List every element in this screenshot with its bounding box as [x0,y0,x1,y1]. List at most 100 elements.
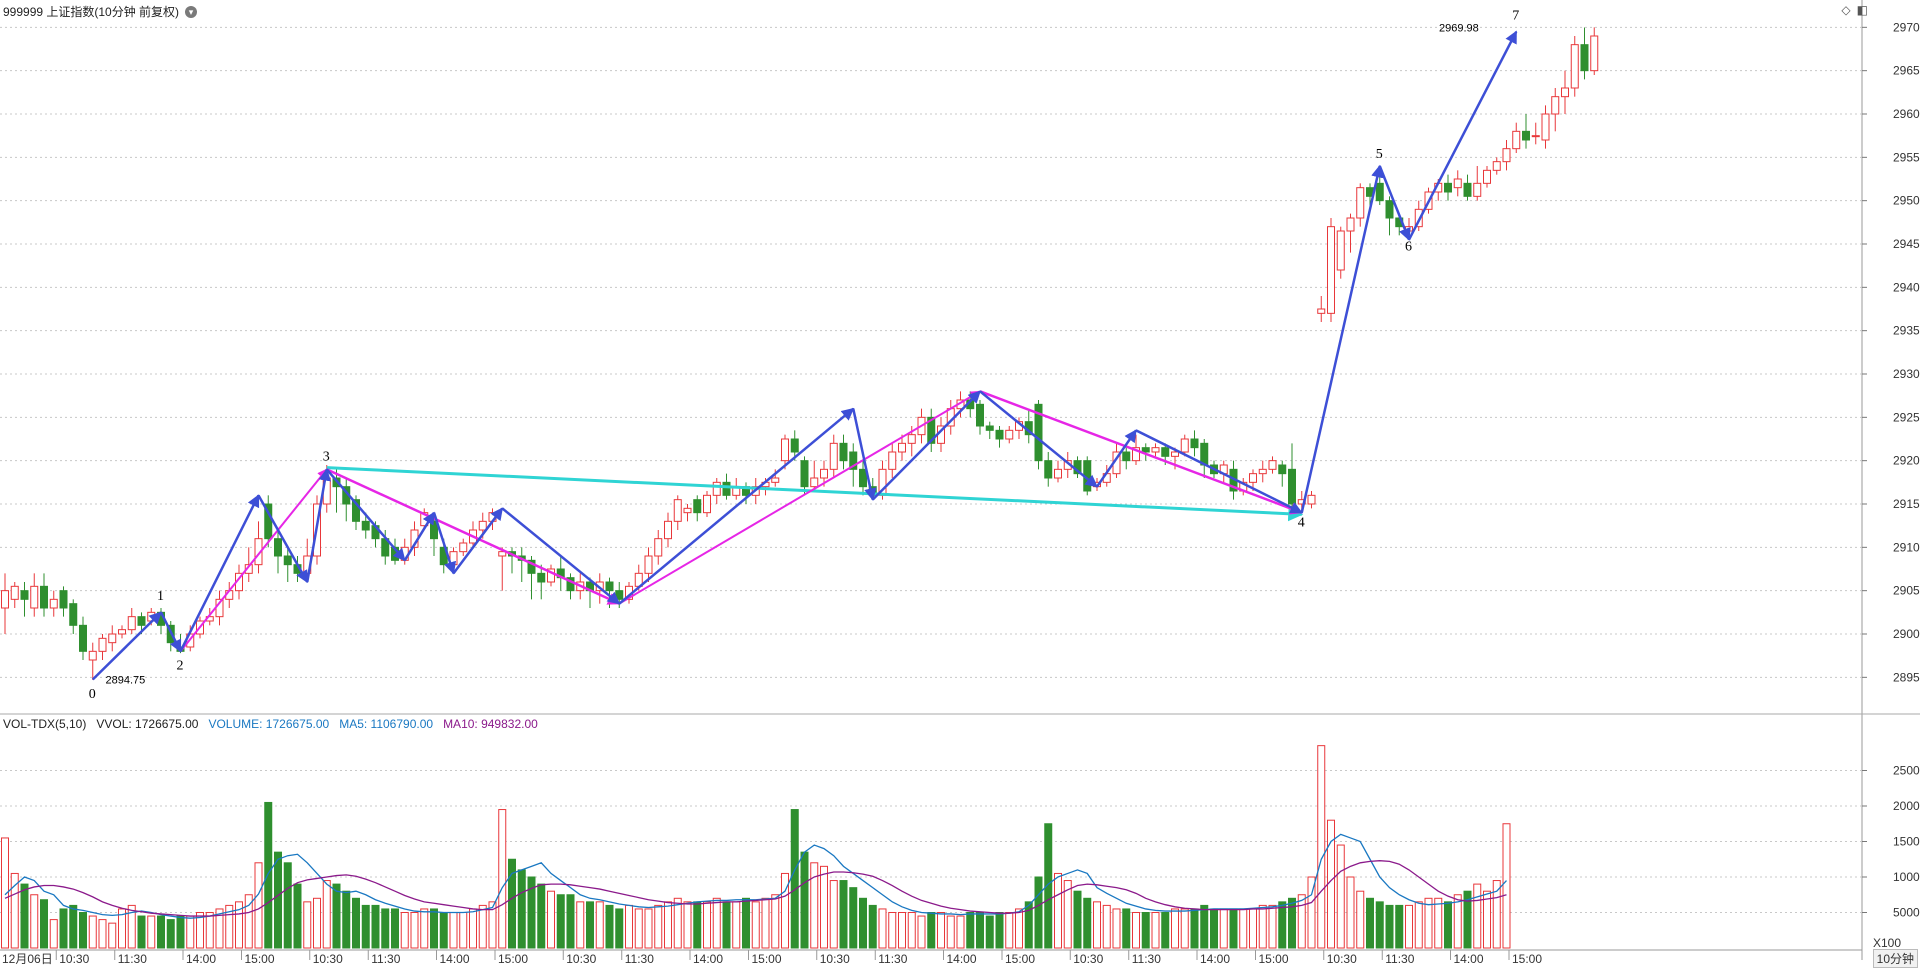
candle [693,495,702,522]
wave-number-label: 3 [323,449,330,464]
candle-body [1268,460,1277,470]
blue-waves [91,30,1518,681]
panel-toggle-icon[interactable]: ◧ [1856,3,1868,17]
candle-body [829,442,838,470]
wave-number-label: 1 [157,589,164,604]
candle-body [1375,182,1384,202]
candle [1044,452,1053,487]
volume-bar [498,809,507,949]
diamond-icon[interactable]: ◇ [1841,3,1851,17]
candle [1483,166,1491,188]
candle-body [1444,182,1452,193]
volume-y-tick-label: 25000 [1893,764,1920,778]
volume-bar [118,908,126,949]
candle [1180,434,1189,457]
volume-bar [1434,897,1443,949]
blue-wave-segment [501,507,621,605]
candle-body [820,468,828,479]
volume-bar [127,904,136,949]
volume-bar [293,883,302,949]
candle-body [1346,217,1355,232]
candle [118,625,126,639]
candle [1151,443,1160,457]
candle-body [1249,473,1257,483]
magenta-wave-segment [179,468,328,652]
candle-body [137,616,146,626]
x-tick-label: 11:30 [878,952,907,966]
volume-bar [761,897,770,949]
candle [644,547,653,582]
volume-bar [829,880,838,949]
x-tick-label: 14:00 [1454,952,1484,966]
volume-bar [1239,908,1248,949]
candle [254,521,263,574]
candle [1512,122,1521,153]
candle-body [1171,451,1179,457]
x-tick-label: 14:00 [186,952,216,966]
volume-bar [1161,912,1170,949]
volume-bar [400,912,409,949]
volume-bar [1005,912,1014,949]
blue-wave-segment [432,512,457,575]
volume-bar [1210,908,1218,949]
volume-bar [1463,890,1472,949]
volume-bar [771,894,780,949]
volume-bar [1044,823,1053,949]
x-tick-label: 14:00 [440,952,470,966]
x-tick-label: 15:00 [1005,952,1035,966]
blue-wave-segment [325,468,406,562]
volume-bar [820,865,828,949]
candle-body [118,629,126,635]
candle-body [1522,130,1530,141]
candle-body [20,590,29,600]
x-tick-label: 10:30 [59,952,89,966]
volume-bar [722,901,731,949]
candle-body [527,559,536,574]
vvol-value: VVOL: 1726675.00 [96,717,199,731]
candle [547,564,555,587]
candle [1307,491,1316,509]
volume-bar [410,912,419,949]
x-tick-label: 11:30 [1132,952,1161,966]
chevron-down-icon[interactable]: ▾ [185,5,198,18]
candle [108,625,117,652]
x-tick-label: 10:30 [1073,952,1103,966]
volume-bar [1502,823,1511,949]
volume-bar [634,908,643,949]
volume-bar [196,912,204,949]
volume-bar [644,908,653,949]
volume-bar [839,880,848,949]
candle [683,504,692,522]
candle [829,434,838,478]
candle-body [1034,403,1043,462]
period-label[interactable]: 10分钟 [1872,949,1918,968]
candle [59,586,68,617]
candle-body [1132,447,1140,462]
wave-number-label: 7 [1512,8,1519,23]
volume-bar [664,901,672,949]
candle [1356,183,1365,227]
x-tick-label: 15:00 [498,952,528,966]
candle [1522,114,1530,149]
candle [1541,105,1550,149]
candle [98,634,107,660]
candle-body [459,542,468,553]
candle [810,460,819,491]
volume-bar [1258,904,1267,949]
candle-body [59,590,68,609]
volume-indicator-name[interactable]: VOL-TDX(5,10) [3,717,87,731]
kline-y-tick-label: 2915 [1893,497,1920,511]
volume-bar [595,901,604,949]
volume-bar [517,869,526,949]
candle-body [1161,447,1170,457]
candle-body [1307,494,1316,505]
volume-bar [605,904,614,949]
candle-body [927,416,936,444]
candle-body [1,590,9,609]
kline-y-tick-label: 2970 [1893,20,1920,34]
candle [1590,27,1599,75]
cyan-trendline [326,466,1304,522]
candle-body [1005,429,1014,440]
x-tick-label: 14:00 [693,952,723,966]
